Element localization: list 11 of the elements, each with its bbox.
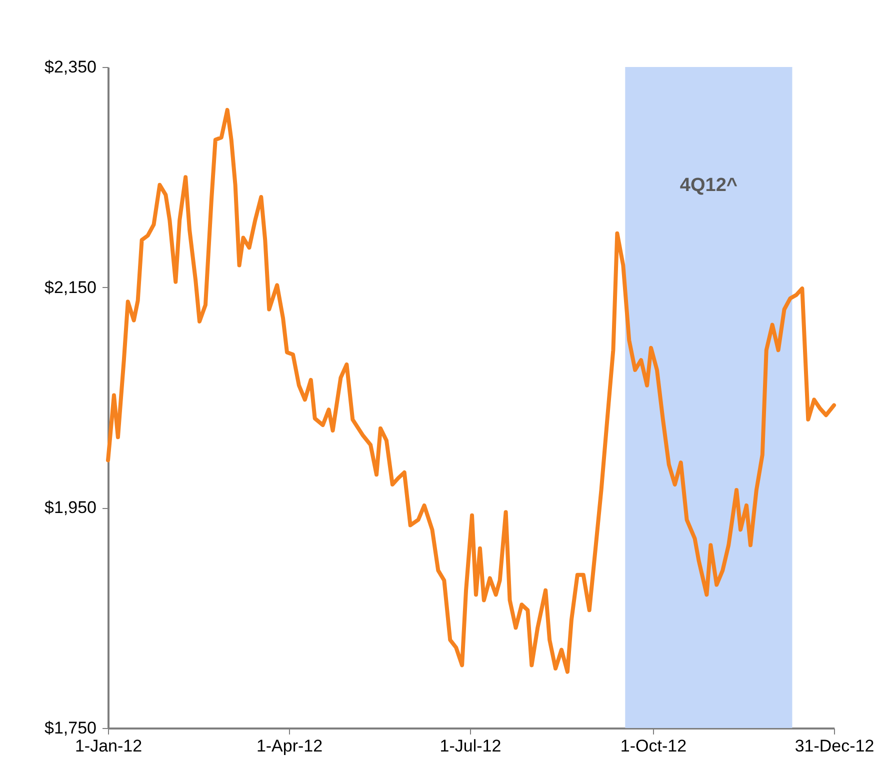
x-tick-label: 1-Oct-12 bbox=[620, 736, 687, 756]
x-tick-label: 31-Dec-12 bbox=[794, 736, 874, 756]
y-tick-label: $1,750 bbox=[44, 718, 96, 738]
band-label: 4Q12^ bbox=[680, 175, 738, 196]
x-tick-label: 1-Apr-12 bbox=[256, 736, 323, 756]
x-tick-label: 1-Jul-12 bbox=[440, 736, 502, 756]
y-tick-label: $1,950 bbox=[44, 498, 96, 518]
y-tick-label: $2,150 bbox=[44, 278, 96, 297]
x-tick-label: 1-Jan-12 bbox=[74, 736, 142, 756]
line-series bbox=[106, 108, 836, 674]
y-tick-label: $2,350 bbox=[44, 58, 96, 76]
